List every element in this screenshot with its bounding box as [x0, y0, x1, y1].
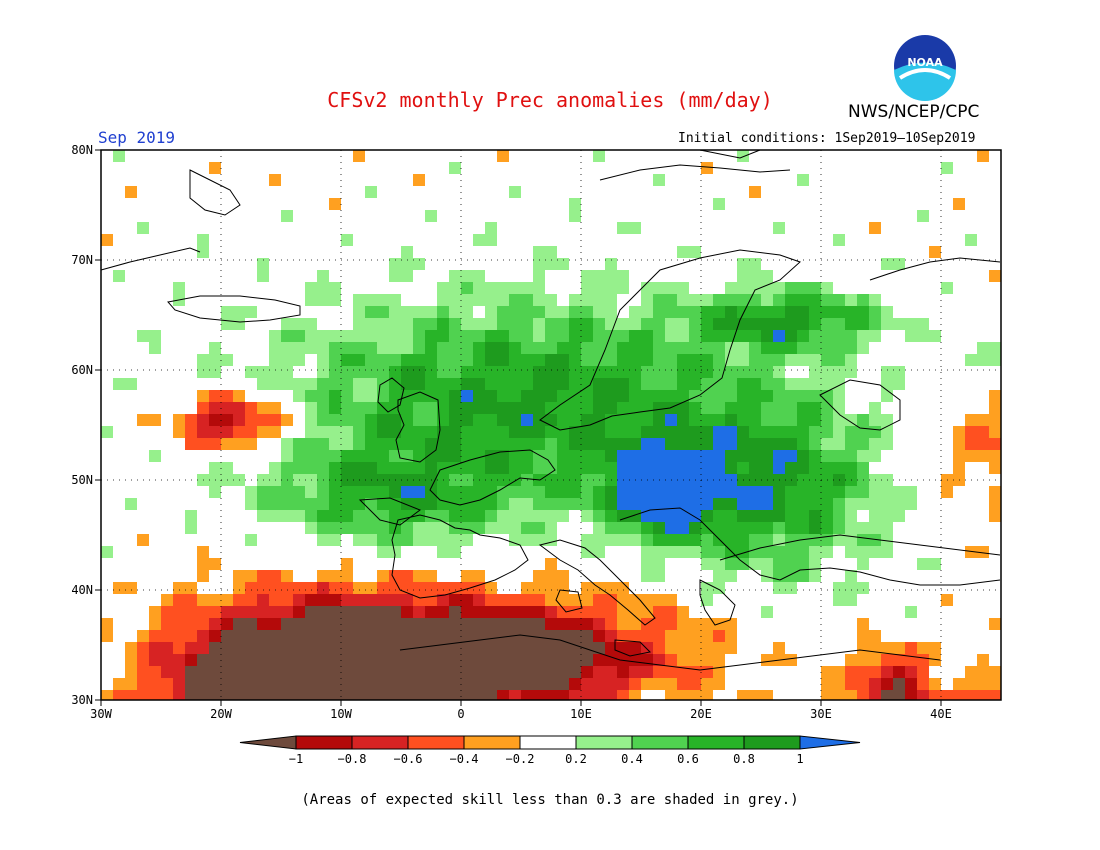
- tick-marks: [95, 149, 942, 706]
- colorbar-label: −0.4: [450, 752, 479, 766]
- colorbar-box: [407, 735, 465, 750]
- colorbar-arrow-low: [239, 735, 297, 750]
- graticule: [101, 150, 1001, 700]
- lon-tick-label: 10E: [570, 707, 592, 721]
- colorbar-label: 0.8: [733, 752, 755, 766]
- lat-tick-label: 60N: [71, 363, 93, 377]
- colorbar-box: [519, 735, 577, 750]
- plot-frame: [100, 149, 1002, 701]
- lon-tick-label: 20W: [210, 707, 232, 721]
- skill-footnote: (Areas of expected skill less than 0.3 a…: [301, 792, 799, 808]
- lat-tick-label: 50N: [71, 473, 93, 487]
- colorbar: [239, 735, 861, 750]
- colorbar-label: 0.2: [565, 752, 587, 766]
- colorbar-label: 0.4: [621, 752, 643, 766]
- lat-tick-label: 40N: [71, 583, 93, 597]
- lat-tick-label: 70N: [71, 253, 93, 267]
- colorbar-label: 1: [796, 752, 803, 766]
- colorbar-arrow-high: [799, 735, 861, 750]
- colorbar-box: [687, 735, 745, 750]
- colorbar-box: [295, 735, 353, 750]
- anomaly-field: [101, 150, 1001, 700]
- lon-tick-label: 0: [457, 707, 464, 721]
- map-title: CFSv2 monthly Prec anomalies (mm/day): [327, 88, 773, 112]
- agency-label: NWS/NCEP/CPC: [848, 102, 980, 122]
- colorbar-label: −0.8: [338, 752, 367, 766]
- colorbar-box: [743, 735, 801, 750]
- coastlines: [100, 149, 1001, 671]
- logo-text: NOAA: [907, 56, 943, 69]
- colorbar-label: −0.2: [506, 752, 535, 766]
- initial-conditions: Initial conditions: 1Sep2019—10Sep2019: [678, 131, 976, 146]
- colorbar-label: −1: [289, 752, 303, 766]
- map-plot-area: [95, 149, 1002, 706]
- lat-tick-label: 80N: [71, 143, 93, 157]
- colorbar-box: [575, 735, 633, 750]
- lat-tick-label: 30N: [71, 693, 93, 707]
- lon-tick-label: 40E: [930, 707, 952, 721]
- forecast-month: Sep 2019: [98, 128, 176, 147]
- lon-tick-label: 20E: [690, 707, 712, 721]
- colorbar-box: [351, 735, 409, 750]
- colorbar-label: −0.6: [394, 752, 423, 766]
- lon-tick-label: 30E: [810, 707, 832, 721]
- lat-tick-labels: 80N 70N 60N 50N 40N 30N: [71, 143, 93, 707]
- lon-tick-labels: 30W 20W 10W 0 10E 20E 30E 40E: [90, 707, 952, 721]
- colorbar-labels: −1 −0.8 −0.6 −0.4 −0.2 0.2 0.4 0.6 0.8 1: [289, 752, 804, 766]
- noaa-logo-icon: NOAA: [894, 35, 956, 101]
- lon-tick-label: 30W: [90, 707, 112, 721]
- colorbar-box: [463, 735, 521, 750]
- lon-tick-label: 10W: [330, 707, 352, 721]
- colorbar-label: 0.6: [677, 752, 699, 766]
- colorbar-box: [631, 735, 689, 750]
